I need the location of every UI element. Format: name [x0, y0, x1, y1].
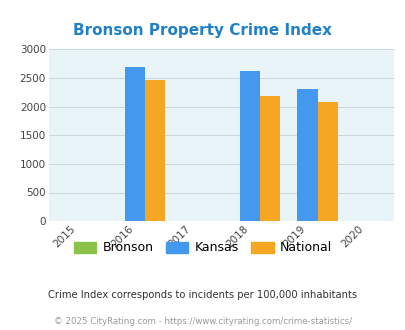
Bar: [145, 81, 165, 221]
Text: © 2025 CityRating.com - https://www.cityrating.com/crime-statistics/: © 2025 CityRating.com - https://www.city…: [54, 317, 351, 326]
Bar: [125, 67, 145, 221]
Bar: [260, 96, 279, 221]
Bar: [239, 71, 260, 221]
Text: Crime Index corresponds to incidents per 100,000 inhabitants: Crime Index corresponds to incidents per…: [48, 290, 357, 300]
Text: Bronson Property Crime Index: Bronson Property Crime Index: [73, 23, 332, 38]
Bar: [297, 89, 317, 221]
Bar: [317, 102, 337, 221]
Legend: Bronson, Kansas, National: Bronson, Kansas, National: [68, 236, 337, 259]
